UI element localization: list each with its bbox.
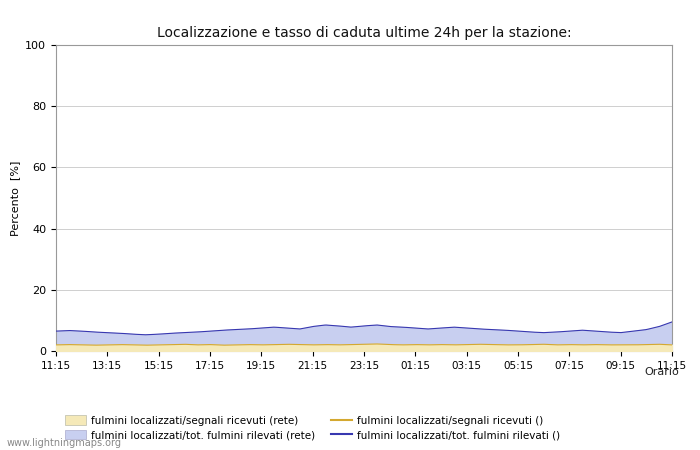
Legend: fulmini localizzati/segnali ricevuti (rete), fulmini localizzati/tot. fulmini ri: fulmini localizzati/segnali ricevuti (re… <box>61 411 564 444</box>
Title: Localizzazione e tasso di caduta ultime 24h per la stazione:: Localizzazione e tasso di caduta ultime … <box>157 26 571 40</box>
Y-axis label: Percento  [%]: Percento [%] <box>10 160 20 236</box>
Text: Orario: Orario <box>644 367 679 377</box>
Text: www.lightningmaps.org: www.lightningmaps.org <box>7 438 122 448</box>
